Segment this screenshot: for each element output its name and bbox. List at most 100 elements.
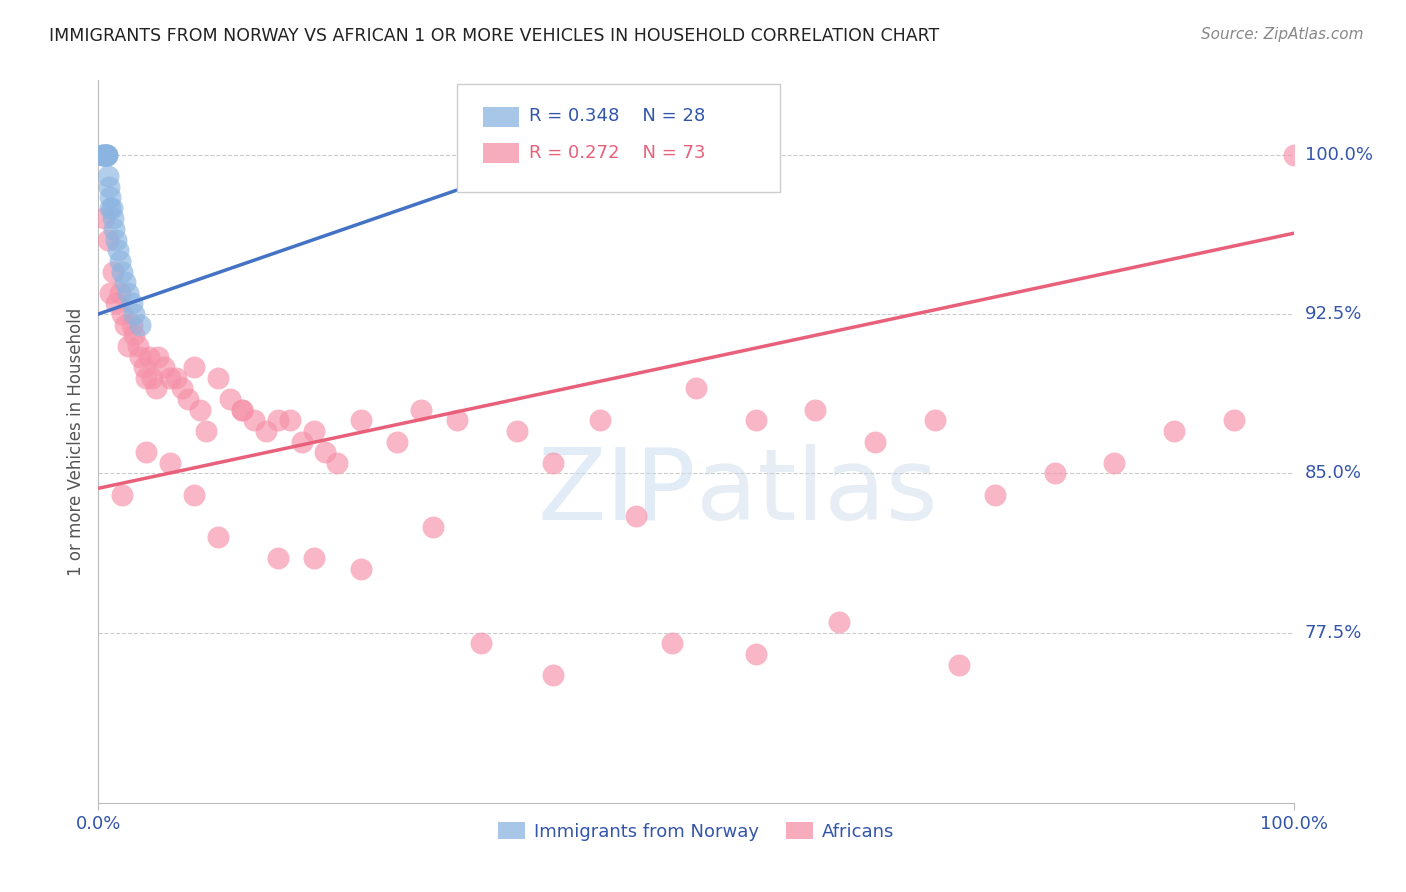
Point [302, 551, 325, 566]
Point [97, 233, 120, 247]
Point [745, 647, 768, 661]
Point [135, 445, 157, 459]
FancyBboxPatch shape [484, 107, 519, 128]
Point [350, 413, 373, 427]
Point [101, 211, 124, 226]
Point [506, 424, 529, 438]
Point [183, 488, 205, 502]
Point [129, 318, 152, 332]
Text: Source: ZipAtlas.com: Source: ZipAtlas.com [1201, 27, 1364, 42]
Point [481, 147, 505, 161]
Point [105, 233, 128, 247]
Point [446, 413, 468, 427]
Point [153, 360, 176, 375]
Text: 92.5%: 92.5% [1305, 305, 1362, 323]
Point [219, 392, 242, 406]
Point [661, 636, 683, 650]
Text: R = 0.272    N = 73: R = 0.272 N = 73 [529, 144, 706, 161]
Point [254, 424, 277, 438]
Point [411, 402, 433, 417]
Point [422, 519, 444, 533]
Point [1043, 467, 1066, 481]
Point [745, 413, 768, 427]
Point [494, 147, 516, 161]
Point [470, 147, 492, 161]
Point [93, 147, 115, 161]
Point [165, 371, 187, 385]
Point [94, 147, 117, 161]
Point [626, 508, 648, 523]
Text: IMMIGRANTS FROM NORWAY VS AFRICAN 1 OR MORE VEHICLES IN HOUSEHOLD CORRELATION CH: IMMIGRANTS FROM NORWAY VS AFRICAN 1 OR M… [49, 27, 939, 45]
Point [207, 371, 229, 385]
Point [114, 318, 136, 332]
Point [685, 381, 707, 395]
Point [93, 211, 115, 226]
Point [117, 285, 139, 300]
Point [984, 488, 1007, 502]
Point [93, 147, 115, 161]
Point [231, 402, 253, 417]
Point [100, 201, 122, 215]
Point [138, 350, 160, 364]
Point [315, 445, 337, 459]
Point [91, 147, 114, 161]
Point [188, 402, 211, 417]
Point [97, 169, 120, 183]
Point [101, 264, 124, 278]
Point [121, 318, 143, 332]
Point [589, 413, 612, 427]
Point [148, 350, 170, 364]
Y-axis label: 1 or more Vehicles in Household: 1 or more Vehicles in Household [66, 308, 84, 575]
Point [267, 551, 290, 566]
FancyBboxPatch shape [457, 84, 780, 193]
Point [98, 190, 122, 204]
Point [96, 147, 118, 161]
Point [127, 339, 149, 353]
Text: 85.0%: 85.0% [1305, 465, 1361, 483]
Point [111, 488, 134, 502]
Point [108, 285, 131, 300]
Point [183, 360, 205, 375]
Point [159, 456, 181, 470]
Point [141, 371, 163, 385]
Point [129, 350, 152, 364]
Point [98, 285, 122, 300]
Point [541, 668, 564, 682]
Point [1223, 413, 1246, 427]
Legend: Immigrants from Norway, Africans: Immigrants from Norway, Africans [491, 815, 901, 848]
Point [1163, 424, 1185, 438]
FancyBboxPatch shape [484, 143, 519, 163]
Point [124, 307, 146, 321]
Point [385, 434, 409, 449]
Point [350, 562, 373, 576]
Point [207, 530, 229, 544]
Point [948, 657, 970, 672]
Point [114, 275, 136, 289]
Point [267, 413, 290, 427]
Text: atlas: atlas [696, 443, 938, 541]
Point [159, 371, 181, 385]
Point [94, 147, 117, 161]
Point [132, 360, 155, 375]
Point [135, 371, 157, 385]
Point [1282, 147, 1305, 161]
Point [1104, 456, 1126, 470]
Point [326, 456, 349, 470]
Point [94, 147, 117, 161]
Point [177, 392, 200, 406]
Point [278, 413, 301, 427]
Point [231, 402, 253, 417]
Text: R = 0.348    N = 28: R = 0.348 N = 28 [529, 107, 704, 126]
Text: ZIP: ZIP [537, 443, 696, 541]
Point [121, 296, 143, 310]
Text: 100.0%: 100.0% [1305, 145, 1372, 163]
Point [96, 147, 118, 161]
Point [117, 339, 139, 353]
Point [108, 253, 131, 268]
Point [98, 179, 121, 194]
Point [105, 296, 128, 310]
Point [111, 264, 134, 278]
Point [103, 222, 125, 236]
Point [828, 615, 851, 629]
Point [302, 424, 325, 438]
